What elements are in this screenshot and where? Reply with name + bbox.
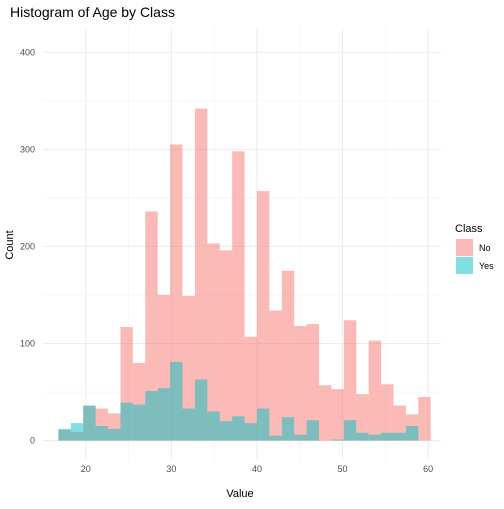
bars-layer xyxy=(58,108,431,441)
x-tick-label: 50 xyxy=(338,464,348,474)
histogram-bar-no xyxy=(207,243,220,441)
histogram-bar-yes xyxy=(157,388,171,441)
y-tick-label: 300 xyxy=(20,144,35,154)
y-axis-label: Count xyxy=(4,230,16,259)
histogram-bar-no xyxy=(331,389,344,441)
histogram-bar-yes xyxy=(70,423,84,441)
histogram-bar-yes xyxy=(95,426,109,441)
histogram-bar-yes xyxy=(58,428,71,441)
y-tick-label: 400 xyxy=(20,47,35,57)
legend-label-yes: Yes xyxy=(479,261,494,271)
histogram-bar-no xyxy=(269,310,282,441)
histogram-bar-yes xyxy=(108,428,121,441)
histogram-bar-yes xyxy=(281,417,295,441)
histogram-bar-yes xyxy=(331,439,344,441)
histogram-bar-yes xyxy=(306,420,320,441)
histogram-bar-no xyxy=(306,324,320,441)
histogram-bar-yes xyxy=(232,416,245,441)
histogram-bar-no xyxy=(182,295,195,441)
histogram-bar-no xyxy=(294,326,307,441)
histogram-bar-no xyxy=(381,384,394,441)
histogram-bar-no xyxy=(343,320,357,441)
legend-key-no xyxy=(456,239,473,256)
histogram-bar-yes xyxy=(405,426,419,441)
histogram-bar-no xyxy=(393,405,406,441)
histogram-bar-no xyxy=(356,393,369,441)
histogram-bar-yes xyxy=(381,432,394,441)
histogram-bar-yes xyxy=(244,423,257,441)
x-tick-label: 30 xyxy=(166,464,176,474)
histogram-bar-no xyxy=(418,396,431,441)
histogram-bar-yes xyxy=(194,379,208,441)
x-tick-label: 20 xyxy=(81,464,91,474)
histogram-bar-yes xyxy=(170,361,183,441)
histogram-bar-yes xyxy=(269,435,282,441)
chart-title: Histogram of Age by Class xyxy=(10,4,175,20)
x-tick-label: 60 xyxy=(423,464,433,474)
histogram-bar-yes xyxy=(368,434,382,441)
legend-label-no: No xyxy=(479,243,491,253)
histogram-bar-yes xyxy=(356,432,369,441)
legend-key-yes xyxy=(456,257,473,274)
histogram-bar-yes xyxy=(83,405,96,441)
histogram-bar-yes xyxy=(219,421,233,441)
histogram-bar-no xyxy=(219,250,233,441)
histogram-bar-no xyxy=(319,385,332,441)
series-yes xyxy=(58,361,419,441)
histogram-bar-yes xyxy=(343,420,357,441)
histogram-bar-no xyxy=(368,340,382,441)
histogram-bar-yes xyxy=(207,411,220,441)
histogram-bar-no xyxy=(244,336,257,441)
histogram-bar-yes xyxy=(294,434,307,441)
x-axis-label: Value xyxy=(226,488,253,500)
histogram-bar-yes xyxy=(145,391,158,441)
y-tick-label: 0 xyxy=(30,436,35,446)
histogram-bar-no xyxy=(281,270,295,441)
histogram-bar-yes xyxy=(132,404,146,441)
histogram-bar-no xyxy=(194,108,208,441)
histogram-bar-yes xyxy=(256,408,270,441)
histogram-bar-no xyxy=(256,191,270,441)
x-tick-label: 40 xyxy=(252,464,262,474)
y-tick-label: 100 xyxy=(20,339,35,349)
histogram-bar-yes xyxy=(120,402,133,441)
histogram-bar-no xyxy=(232,151,245,441)
legend: Class No Yes xyxy=(455,223,494,274)
y-tick-label: 200 xyxy=(20,241,35,251)
histogram-bar-no xyxy=(145,211,158,441)
histogram-bar-yes xyxy=(393,432,406,441)
histogram-bar-yes xyxy=(182,408,195,441)
axis-layer: 20 30 40 50 60 0 100 200 300 400 xyxy=(20,47,433,474)
legend-title: Class xyxy=(455,223,483,235)
